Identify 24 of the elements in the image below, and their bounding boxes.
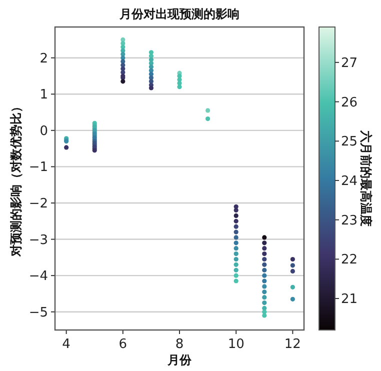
- y-tick-label: −3: [28, 232, 48, 248]
- x-tick-label: 12: [284, 337, 301, 352]
- color-bar-label: 22: [341, 252, 358, 268]
- color-bar-label: 23: [341, 213, 358, 228]
- color-bar-label: 25: [341, 134, 358, 150]
- x-axis-title: 月份: [166, 353, 192, 367]
- y-tick-label: 2: [40, 51, 48, 66]
- color-bar-title: 六月前的最高温度: [359, 130, 373, 226]
- y-tick-label: −2: [28, 196, 48, 212]
- y-axis-title: 对预测的影响（对数优势比）: [9, 100, 23, 258]
- y-tick-label: 0: [40, 124, 48, 139]
- x-tick-label: 8: [175, 337, 184, 352]
- chart-title: 月份对出现预测的影响: [118, 7, 240, 21]
- color-bar-label: 24: [341, 174, 358, 189]
- y-tick-label: −5: [28, 305, 48, 320]
- x-tick-label: 4: [62, 337, 70, 352]
- y-tick-label: −4: [28, 269, 48, 284]
- color-bar-label: 27: [341, 56, 358, 71]
- x-tick-label: 10: [228, 337, 244, 352]
- x-tick-label: 6: [118, 337, 128, 352]
- color-bar-label: 21: [341, 292, 358, 308]
- y-tick-label: −1: [28, 160, 48, 176]
- y-tick-label: 1: [40, 88, 48, 103]
- color-bar-label: 26: [341, 95, 358, 110]
